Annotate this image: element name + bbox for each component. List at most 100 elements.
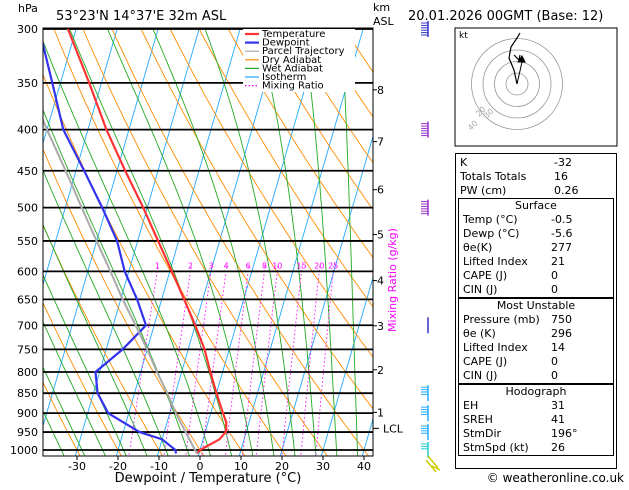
mixing-ratio-line — [315, 266, 334, 471]
index-label: CAPE (J) — [463, 269, 507, 283]
wind-barbs — [421, 21, 440, 472]
index-value: 0 — [551, 269, 609, 283]
pressure-tick-labels: 3003504004505005506006507007508008509009… — [10, 23, 38, 457]
km-tick-label: 2 — [377, 364, 384, 377]
legend-entry: Mixing Ratio — [262, 81, 324, 92]
index-value: 0.26 — [554, 184, 612, 198]
index-row: Lifted Index 21 — [459, 255, 613, 269]
copyright: © weatheronline.co.uk — [487, 471, 624, 485]
km-tick-label: 4 — [377, 275, 384, 288]
index-label: CIN (J) — [463, 369, 497, 383]
index-label: Lifted Index — [463, 341, 528, 355]
index-row: K -32 — [456, 156, 616, 170]
index-row: StmSpd (kt) 26 — [459, 441, 613, 455]
index-row: Pressure (mb) 750 — [459, 313, 613, 327]
index-label: CAPE (J) — [463, 355, 507, 369]
mixing-ratio-line — [281, 266, 303, 471]
mixing-ratio-label: 3 — [208, 261, 213, 270]
index-value: 750 — [551, 313, 609, 327]
mixing-ratio-label: 20 — [314, 261, 324, 270]
pressure-tick-label: 350 — [17, 77, 38, 90]
pressure-tick-label: 950 — [17, 426, 38, 439]
wind-barb — [421, 442, 428, 458]
index-label: Totals Totals — [460, 170, 526, 184]
mixing-ratio-label: 4 — [224, 261, 229, 270]
pressure-tick-label: 650 — [17, 293, 38, 306]
index-value: 41 — [551, 413, 609, 427]
index-label: Pressure (mb) — [463, 313, 540, 327]
index-row: Dewp (°C)-5.6 — [459, 227, 613, 241]
asl-label: ASL — [373, 15, 395, 28]
index-value: 196° — [551, 427, 609, 441]
km-label: km — [373, 1, 390, 14]
mixing-ratio-label: 10 — [272, 261, 282, 270]
index-value: 21 — [551, 255, 609, 269]
pressure-tick-label: 550 — [17, 235, 38, 248]
x-axis-label: Dewpoint / Temperature (°C) — [115, 471, 302, 486]
wind-barb — [421, 424, 428, 440]
index-label: K — [460, 156, 467, 170]
hodo-title: Hodograph — [459, 385, 613, 399]
index-label: EH — [463, 399, 478, 413]
index-value: 0 — [551, 369, 609, 383]
index-row: CAPE (J) 0 — [459, 355, 613, 369]
pressure-tick-label: 500 — [17, 202, 38, 215]
pressure-tick-label: 900 — [17, 407, 38, 420]
wind-barb — [421, 122, 428, 138]
isotherm-line — [0, 5, 83, 471]
mixing-ratio-label: 25 — [328, 261, 338, 270]
pressure-tick-label: 450 — [17, 165, 38, 178]
index-row: PW (cm) 0.26 — [456, 184, 616, 198]
hodograph-frame — [455, 28, 617, 146]
temperature-tick-label: 30 — [316, 460, 330, 473]
index-value: 14 — [551, 341, 609, 355]
index-value: 277 — [551, 241, 609, 255]
km-tick-label: 8 — [377, 84, 384, 97]
temperature-tick-label: -30 — [68, 460, 86, 473]
mixing-ratio-label: 2 — [188, 261, 193, 270]
pressure-tick-label: 300 — [17, 23, 38, 36]
index-value: 26 — [551, 441, 609, 455]
wet-adiabat-line — [103, 17, 256, 470]
wind-barb — [421, 405, 428, 421]
index-value: -32 — [554, 156, 612, 170]
datetime-title: 20.01.2026 00GMT (Base: 12) — [408, 9, 603, 24]
mixing-ratio-label: 15 — [296, 261, 306, 270]
index-label: PW (cm) — [460, 184, 506, 198]
lcl-label: LCL — [383, 422, 404, 435]
mixing-ratio-line — [300, 266, 320, 471]
index-row: Temp (°C)-0.5 — [459, 213, 613, 227]
km-tick-label: 7 — [377, 136, 384, 149]
mixing-ratio-label: 6 — [246, 261, 251, 270]
mixing-ratio-label: 1 — [155, 261, 160, 270]
pressure-tick-label: 850 — [17, 387, 38, 400]
index-value: 0 — [551, 355, 609, 369]
mixing-ratio-label: 8 — [262, 261, 267, 270]
index-label: Lifted Index — [463, 255, 528, 269]
index-row: Lifted Index 14 — [459, 341, 613, 355]
wind-barb — [421, 385, 428, 401]
km-tick-label: 3 — [377, 320, 384, 333]
mixing-ratio-axis-label: Mixing Ratio (g/kg) — [386, 228, 399, 332]
index-label: Temp (°C) — [463, 213, 518, 227]
temperature-tick-label: 40 — [357, 460, 371, 473]
wind-barb — [421, 200, 428, 216]
pressure-tick-label: 700 — [17, 319, 38, 332]
index-label: StmSpd (kt) — [463, 441, 529, 455]
km-tick-label: 5 — [377, 229, 384, 242]
index-label: CIN (J) — [463, 283, 497, 297]
wind-barb — [421, 21, 428, 37]
index-row: CAPE (J) 0 — [459, 269, 613, 283]
pressure-tick-label: 600 — [17, 265, 38, 278]
surface-title: Surface — [459, 199, 613, 213]
